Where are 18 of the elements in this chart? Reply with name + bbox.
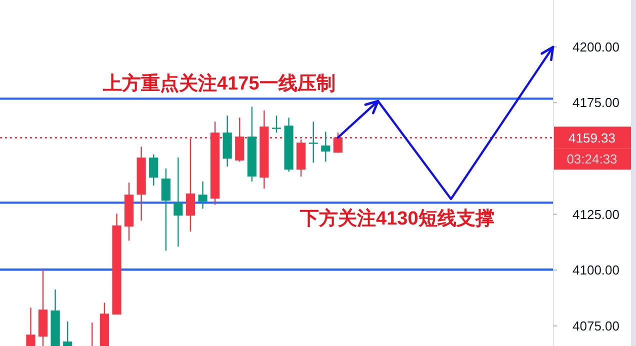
y-tick-label: 4100.00	[572, 262, 620, 278]
candlestick	[26, 307, 36, 346]
candlestick	[198, 180, 208, 210]
candlestick	[174, 156, 183, 248]
y-tick-label: 4075.00	[572, 318, 620, 334]
ref-line-label: 4159.33	[568, 130, 616, 146]
text: 03:24:33	[566, 152, 618, 167]
candlestick	[272, 115, 282, 134]
y-tick-label: 4125.00	[572, 206, 620, 222]
y-tick-label: 4200.00	[572, 39, 620, 54]
candlestick	[149, 154, 158, 186]
ref-line-label: 上方重点关注4175一线压制	[102, 72, 336, 95]
candlestick	[63, 320, 72, 346]
ref-line-label: 下方关注4130短线支撑	[299, 208, 494, 230]
candlestick	[321, 131, 330, 162]
candlestick	[308, 121, 318, 164]
y-tick-label: 4175.00	[572, 95, 620, 110]
candlestick	[161, 168, 170, 252]
